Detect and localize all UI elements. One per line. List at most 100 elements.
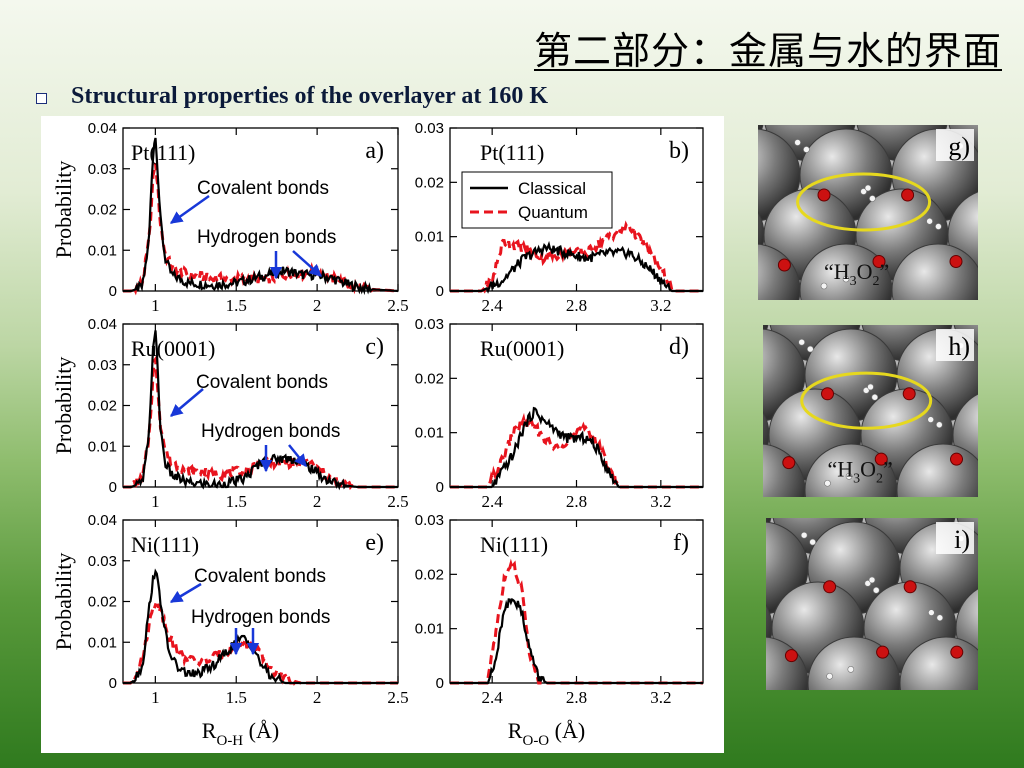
- covalent-bonds-label: Covalent bonds: [194, 566, 326, 587]
- y-tick-label: 0.04: [88, 120, 117, 137]
- annotation-arrow: [169, 194, 210, 225]
- legend-box: [461, 171, 613, 229]
- x-tick-label: 2.5: [387, 492, 408, 511]
- y-tick-label: 0: [109, 283, 117, 300]
- y-tick-label: 0: [109, 479, 117, 496]
- hydrogen-atom: [806, 345, 814, 353]
- hydrogen-atom: [794, 139, 801, 146]
- x-tick-label: 2.4: [482, 296, 504, 315]
- y-tick-label: 0.04: [88, 512, 117, 529]
- hydrogen-atom: [809, 538, 816, 546]
- annotation-arrow: [292, 250, 322, 277]
- oxygen-atom: [950, 452, 963, 466]
- quantum-series-line: [450, 218, 703, 294]
- panel-label: c): [365, 334, 384, 360]
- probability-charts: 0 0.01 0.02 0.03 0.04 1 1.5 2 2.5 a) Pt(111) 0 0.01 0…: [51, 120, 704, 749]
- chart-panel-3: 0 0.01 0.02 0.03 0.04 1 1.5 2 2.5 c) Ru(0001): [88, 316, 409, 511]
- hydrogen-atom: [869, 195, 876, 202]
- hydrogen-atom: [820, 282, 828, 290]
- y-tick-label: 0.01: [415, 425, 444, 442]
- hydrogen-atom: [927, 416, 934, 423]
- hydrogen-atom: [868, 576, 876, 584]
- y-tick-label: 0.01: [88, 242, 117, 259]
- oxygen-atom: [817, 188, 831, 202]
- y-tick-label: 0.02: [88, 398, 117, 415]
- y-tick-label: 0.03: [415, 512, 444, 529]
- x-tick-label: 1.5: [226, 492, 247, 511]
- surface-label: Ni(111): [131, 532, 199, 557]
- annotations-5: Covalent bonds Hydrogen bonds: [169, 566, 330, 656]
- hydrogen-bonds-label: Hydrogen bonds: [201, 421, 340, 442]
- chart-panel-4: 0 0.01 0.02 0.03 2.4 2.8 3.2 d) Ru(0001): [415, 316, 704, 511]
- hydrogen-bonds-label: Hydrogen bonds: [197, 227, 336, 248]
- subtitle: Structural properties of the overlayer a…: [71, 83, 549, 109]
- oxygen-atom: [876, 645, 890, 659]
- snapshot-label: h): [948, 332, 970, 361]
- hydrogen-atom: [800, 531, 808, 539]
- y-tick-label: 0.04: [88, 316, 117, 333]
- chart-panel-2: 0 0.01 0.02 0.03 2.4 2.8 3.2 b) Pt(111): [415, 120, 704, 315]
- hydrogen-atom: [935, 223, 942, 230]
- classical-series-line: [450, 406, 703, 489]
- x-tick-label: 2.5: [387, 688, 408, 707]
- quantum-series-line: [450, 558, 703, 685]
- oxygen-atom: [777, 258, 791, 272]
- hydrogen-atom: [803, 146, 810, 153]
- x-tick-label: 2: [313, 688, 322, 707]
- x-axis-label: RO-O (Å): [508, 718, 585, 749]
- surface-label: Ru(0001): [480, 336, 564, 361]
- annotation-arrow: [170, 388, 204, 417]
- y-tick-label: 0: [436, 283, 444, 300]
- x-tick-label: 2.8: [566, 688, 587, 707]
- hydrogen-atom: [798, 338, 806, 346]
- y-tick-label: 0.02: [88, 594, 117, 611]
- y-axis-label: Probability: [51, 357, 76, 455]
- oxygen-atom: [872, 255, 886, 268]
- x-tick-label: 1: [151, 492, 160, 511]
- annotations-3: Covalent bonds Hydrogen bonds: [170, 372, 340, 473]
- surface-label: Pt(111): [131, 140, 195, 165]
- chart-panel-1: 0 0.01 0.02 0.03 0.04 1 1.5 2 2.5 a) Pt(111): [88, 120, 409, 315]
- x-axis-label: RO-H (Å): [202, 718, 279, 749]
- square-bullet-icon: [36, 93, 47, 104]
- h3o2-caption: “H3O2”: [828, 456, 893, 486]
- annotation-arrow: [169, 582, 202, 604]
- y-tick-label: 0.03: [88, 553, 117, 570]
- x-tick-label: 2.5: [387, 296, 408, 315]
- hydrogen-atom: [845, 473, 853, 480]
- y-tick-label: 0.03: [88, 357, 117, 374]
- y-tick-label: 0.02: [415, 370, 444, 387]
- snapshot-label-bg: [936, 129, 974, 161]
- oxygen-atom: [784, 649, 798, 663]
- x-tick-label: 3.2: [650, 688, 671, 707]
- classical-series-line: [123, 568, 398, 685]
- panel-label: a): [365, 138, 384, 164]
- y-tick-label: 0: [436, 675, 444, 692]
- oxygen-atom: [902, 387, 916, 401]
- annotation-arrow: [288, 444, 307, 467]
- hydrogen-atom: [847, 666, 855, 673]
- hydrogen-atom: [936, 614, 944, 622]
- hydrogen-atom: [926, 217, 933, 225]
- h3o2-highlight-ellipse: [796, 172, 932, 232]
- covalent-bonds-label: Covalent bonds: [196, 372, 328, 393]
- subtitle-row: Structural properties of the overlayer a…: [36, 83, 548, 110]
- snapshot-i: i): [766, 518, 978, 690]
- x-tick-label: 1.5: [226, 688, 247, 707]
- hydrogen-atom: [864, 184, 872, 192]
- hydrogen-atom: [867, 383, 874, 391]
- x-tick-label: 1: [151, 296, 160, 315]
- snapshot-i-image: i): [766, 518, 978, 690]
- probability-figure: 0 0.01 0.02 0.03 0.04 1 1.5 2 2.5 a) Pt(111) 0 0.01 0…: [41, 116, 724, 753]
- snapshot-g: “H3O2” g): [758, 125, 978, 300]
- snapshot-label-bg: [936, 522, 974, 554]
- x-tick-label: 2: [313, 492, 322, 511]
- snapshot-label: i): [954, 525, 970, 554]
- hydrogen-atom: [872, 586, 880, 594]
- x-tick-label: 2.8: [566, 296, 587, 315]
- y-tick-label: 0: [109, 675, 117, 692]
- x-tick-label: 1: [151, 688, 160, 707]
- hydrogen-atom: [864, 580, 872, 587]
- hydrogen-atom: [826, 672, 833, 680]
- x-tick-label: 2.8: [566, 492, 587, 511]
